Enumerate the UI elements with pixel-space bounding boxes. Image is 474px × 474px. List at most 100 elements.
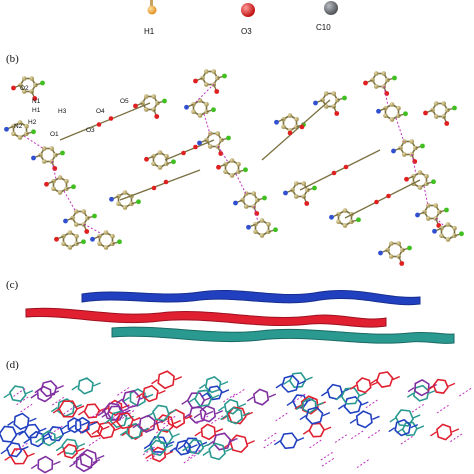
wire-bond	[27, 452, 35, 457]
nitrogen-atom	[31, 155, 36, 161]
nitrogen-atom	[184, 104, 189, 110]
carbon-atom	[323, 91, 329, 96]
chlorine-atom	[222, 73, 227, 79]
carbon-atom	[97, 241, 102, 247]
carbon-atom	[29, 76, 35, 81]
chlorine-atom	[211, 107, 216, 113]
wire-bond	[215, 410, 224, 415]
wire-bond	[416, 425, 425, 430]
carbon-atom	[381, 71, 387, 76]
carbon-atom	[74, 233, 79, 239]
wire-bond	[0, 449, 8, 455]
atom-label-o3: O3	[86, 127, 95, 134]
oxygen-atom	[154, 114, 160, 119]
oxygen-atom	[32, 96, 38, 101]
linker-bond	[164, 139, 215, 161]
carbon-atom	[64, 178, 69, 184]
hydrogen-bond	[411, 403, 425, 413]
linker-bond	[119, 169, 201, 201]
wire-ring	[37, 455, 54, 474]
wire-ring	[75, 453, 93, 473]
wire-bond	[121, 407, 129, 413]
carbon-atom	[331, 91, 337, 96]
hydrogen-bond	[400, 435, 414, 445]
wire-bond	[389, 417, 397, 423]
wire-ring	[206, 385, 223, 401]
wire-bond	[182, 446, 189, 452]
nitrogen-atom	[432, 228, 437, 234]
wire-ring	[83, 403, 101, 419]
hydrogen-bond	[356, 459, 370, 469]
wire-bond	[71, 385, 79, 391]
linker-bond	[344, 179, 421, 219]
carbon-atom	[223, 169, 228, 175]
wire-bond	[361, 401, 369, 406]
hydrogen-bond	[253, 205, 259, 223]
panel-c-chains	[25, 289, 455, 344]
hydrogen-bond	[142, 446, 156, 456]
chlorine-atom	[431, 179, 436, 185]
hydrogen-bond	[23, 135, 45, 150]
wire-bond	[169, 447, 177, 453]
oxygen-atom	[331, 170, 337, 176]
carbon-atom	[116, 201, 121, 207]
wire-bond	[39, 427, 47, 432]
wire-bond	[428, 389, 437, 394]
oxygen-atom	[299, 124, 305, 130]
hydrogen-bond	[156, 424, 169, 434]
wire-bond	[407, 387, 415, 393]
panel-label-d: (d)	[6, 359, 19, 371]
wire-bond	[132, 423, 140, 429]
wire-ring	[47, 426, 65, 442]
chlorine-atom	[392, 75, 397, 81]
wire-ring	[152, 404, 170, 422]
panel-label-c: (c)	[6, 279, 19, 291]
chlorine-atom	[60, 150, 65, 156]
wire-bond	[246, 396, 254, 402]
atom-label-o1: O1	[50, 131, 59, 138]
wire-ring	[155, 414, 175, 433]
wire-ring	[8, 385, 27, 403]
hydrogen-bond	[411, 153, 417, 175]
wire-bond	[119, 430, 127, 436]
carbon-atom	[323, 104, 329, 109]
hydrogen-bond	[235, 173, 247, 195]
wire-bond	[155, 420, 163, 425]
chain-teal	[111, 326, 455, 344]
wire-bond	[110, 420, 118, 426]
hydrogen-bond	[117, 386, 130, 396]
oxygen-atom	[334, 111, 340, 116]
nitrogen-atom	[378, 250, 383, 256]
oxygen-atom	[108, 116, 114, 121]
wire-bond	[193, 413, 201, 419]
chlorine-atom	[420, 143, 425, 149]
wire-bond	[114, 426, 122, 431]
oxygen-atom	[44, 181, 49, 187]
chlorine-atom	[171, 159, 176, 165]
carbon-atom	[452, 225, 457, 231]
wire-ring	[121, 389, 141, 409]
carbon-atom	[409, 139, 415, 144]
hydrogen-bond	[121, 404, 134, 414]
nitrogen-atom	[233, 200, 238, 206]
oxygen-atom	[144, 156, 149, 162]
wire-bond	[21, 446, 29, 451]
chlorine-atom	[459, 231, 464, 237]
carbon-atom	[164, 153, 169, 159]
oxygen-atom	[214, 89, 220, 94]
wire-bond	[370, 381, 379, 386]
oxygen-atom	[54, 236, 59, 242]
wire-bond	[299, 415, 307, 421]
oxygen-atom	[363, 80, 368, 86]
wire-bond	[283, 379, 291, 385]
wire-ring	[436, 423, 453, 441]
wire-ring	[305, 406, 324, 425]
carbon-atom	[207, 144, 213, 149]
c10-atom	[324, 1, 338, 15]
wire-bond	[205, 410, 214, 416]
carbon-atom	[51, 186, 56, 192]
chlorine-atom	[40, 80, 45, 86]
wire-bond	[174, 376, 183, 381]
hydrogen-bond	[263, 439, 276, 449]
wire-bond	[296, 437, 305, 442]
